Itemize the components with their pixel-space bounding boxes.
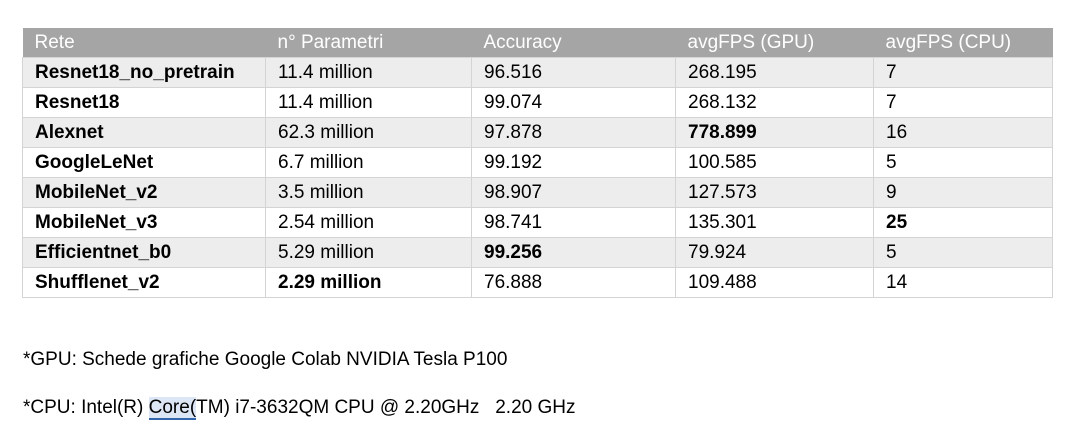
cell-params: 11.4 million (265, 87, 472, 118)
header-accuracy: Accuracy (471, 28, 676, 58)
cell-params: 6.7 million (265, 147, 472, 178)
cell-fps-cpu: 7 (873, 87, 1053, 118)
cell-fps-gpu: 778.899 (675, 117, 874, 148)
cell-fps-cpu: 16 (873, 117, 1053, 148)
cell-params: 2.54 million (265, 207, 472, 238)
cell-name: MobileNet_v3 (22, 207, 266, 238)
cell-params: 2.29 million (265, 267, 472, 298)
cell-name: GoogleLeNet (22, 147, 266, 178)
cell-accuracy: 96.516 (471, 57, 676, 88)
cell-fps-gpu: 109.488 (675, 267, 874, 298)
cell-fps-gpu: 135.301 (675, 207, 874, 238)
table-row: GoogleLeNet 6.7 million 99.192 100.585 5 (22, 147, 1053, 178)
cell-params: 3.5 million (265, 177, 472, 208)
cell-name: Shufflenet_v2 (22, 267, 266, 298)
cell-fps-gpu: 127.573 (675, 177, 874, 208)
cell-accuracy: 99.192 (471, 147, 676, 178)
table-row: Efficientnet_b0 5.29 million 99.256 79.9… (22, 237, 1053, 268)
header-fps-cpu: avgFPS (CPU) (873, 28, 1053, 58)
cell-accuracy: 98.907 (471, 177, 676, 208)
gpu-note: *GPU: Schede grafiche Google Colab NVIDI… (23, 349, 508, 370)
cell-fps-cpu: 5 (873, 237, 1053, 268)
table-header-row: Rete n° Parametri Accuracy avgFPS (GPU) … (22, 28, 1053, 58)
cell-name: Resnet18_no_pretrain (22, 57, 266, 88)
cpu-note-highlighted-word[interactable]: Core( (148, 397, 197, 420)
cell-accuracy: 99.074 (471, 87, 676, 118)
table-row: Shufflenet_v2 2.29 million 76.888 109.48… (22, 267, 1053, 298)
cell-fps-cpu: 7 (873, 57, 1053, 88)
cpu-note-suffix: TM) i7-3632QM CPU @ 2.20GHz 2.20 GHz (196, 397, 576, 418)
table-row: Resnet18 11.4 million 99.074 268.132 7 (22, 87, 1053, 118)
cell-fps-gpu: 79.924 (675, 237, 874, 268)
table-row: MobileNet_v3 2.54 million 98.741 135.301… (22, 207, 1053, 238)
cell-fps-cpu: 5 (873, 147, 1053, 178)
cell-fps-gpu: 100.585 (675, 147, 874, 178)
table-row: Alexnet 62.3 million 97.878 778.899 16 (22, 117, 1053, 148)
cell-params: 62.3 million (265, 117, 472, 148)
cell-accuracy: 97.878 (471, 117, 676, 148)
table-row: Resnet18_no_pretrain 11.4 million 96.516… (22, 57, 1053, 88)
cell-name: Resnet18 (22, 87, 266, 118)
table-row: MobileNet_v2 3.5 million 98.907 127.573 … (22, 177, 1053, 208)
cell-fps-cpu: 14 (873, 267, 1053, 298)
cell-accuracy: 98.741 (471, 207, 676, 238)
results-table: Rete n° Parametri Accuracy avgFPS (GPU) … (22, 28, 1053, 298)
cell-accuracy: 99.256 (471, 237, 676, 268)
cpu-note-prefix: *CPU: Intel(R) (23, 397, 149, 418)
cell-params: 5.29 million (265, 237, 472, 268)
cell-name: Efficientnet_b0 (22, 237, 266, 268)
cell-params: 11.4 million (265, 57, 472, 88)
header-parametri: n° Parametri (265, 28, 472, 58)
header-rete: Rete (22, 28, 266, 58)
cell-fps-gpu: 268.132 (675, 87, 874, 118)
cell-fps-cpu: 25 (873, 207, 1053, 238)
cell-fps-gpu: 268.195 (675, 57, 874, 88)
cell-fps-cpu: 9 (873, 177, 1053, 208)
cell-name: Alexnet (22, 117, 266, 148)
header-fps-gpu: avgFPS (GPU) (675, 28, 874, 58)
cell-accuracy: 76.888 (471, 267, 676, 298)
cell-name: MobileNet_v2 (22, 177, 266, 208)
cpu-note: *CPU: Intel(R) Core(TM) i7-3632QM CPU @ … (23, 397, 576, 420)
